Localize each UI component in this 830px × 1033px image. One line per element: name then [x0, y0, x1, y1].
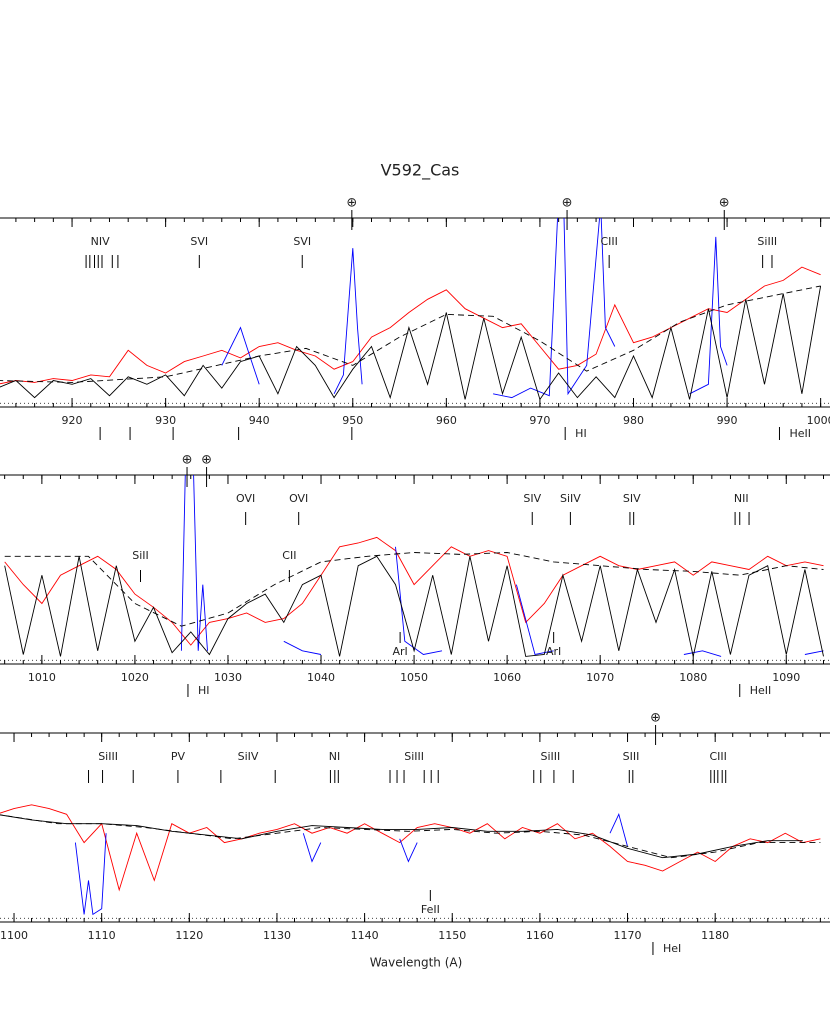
continuum-line — [4, 552, 824, 627]
spectrum-line — [0, 814, 803, 859]
line-id-label: HI — [198, 684, 210, 697]
line-id-label: NI — [329, 750, 340, 763]
spectra — [4, 475, 824, 657]
line-id-label: ArI — [546, 645, 561, 658]
spectrum-line — [221, 218, 728, 399]
x-tick-label: 960 — [436, 414, 457, 427]
x-tick-label: 1100 — [0, 929, 28, 942]
line-id-label: CII — [282, 549, 296, 562]
continuum-line — [0, 285, 821, 383]
x-tick-label: 930 — [155, 414, 176, 427]
line-id-label: SVI — [190, 235, 208, 248]
line-id-label: HeI — [663, 942, 681, 955]
line-id-label: OVI — [289, 492, 308, 505]
spectra — [0, 804, 821, 916]
x-tick-label: 1090 — [772, 671, 800, 684]
telluric-symbol: ⊕ — [201, 453, 212, 468]
line-id-label: FeII — [421, 903, 440, 916]
panel: 920 930 940 950 960 970 980 990 1000 ⊕ ⊕ ⊕ NIV SVI SVI… — [0, 196, 830, 440]
x-tick-label: 1020 — [121, 671, 149, 684]
x-tick-label: 1150 — [438, 929, 466, 942]
x-tick-label: 1000 — [807, 414, 830, 427]
x-tick-label: 1120 — [175, 929, 203, 942]
line-id-label: SiIII — [541, 750, 561, 763]
spectrum-line — [0, 804, 821, 892]
spectrum-line — [4, 555, 824, 657]
x-tick-label: 1130 — [263, 929, 291, 942]
x-tick-label: 940 — [249, 414, 270, 427]
x-tick-label: 1110 — [88, 929, 116, 942]
x-tick-label: 1070 — [586, 671, 614, 684]
line-id-label: HI — [575, 427, 587, 440]
x-tick-label: 1030 — [214, 671, 242, 684]
x-tick-label: 1080 — [679, 671, 707, 684]
chart-title: V592_Cas — [381, 161, 460, 181]
line-id-label: OVI — [236, 492, 255, 505]
line-id-label: CIII — [709, 750, 726, 763]
line-id-label: SIV — [623, 492, 641, 505]
x-tick-label: 1040 — [307, 671, 335, 684]
x-tick-label: 1180 — [701, 929, 729, 942]
line-id-label: SiIII — [404, 750, 424, 763]
telluric-symbol: ⊕ — [182, 453, 193, 468]
panel: 1100 1110 1120 1130 1140 1150 1160 1170 1180 ⊕ SiI… — [0, 711, 830, 955]
x-tick-label: 980 — [623, 414, 644, 427]
spectra — [0, 218, 822, 401]
x-tick-label: 1170 — [614, 929, 642, 942]
line-id-label: HeII — [750, 684, 772, 697]
spectrum-line — [180, 475, 824, 657]
line-id-label: CIII — [600, 235, 617, 248]
continuum-line — [0, 814, 821, 859]
x-tick-label: 1050 — [400, 671, 428, 684]
x-tick-label: 920 — [62, 414, 83, 427]
line-id-label: SiIII — [757, 235, 777, 248]
line-id-label: SiIII — [98, 750, 118, 763]
line-id-label: SiIV — [560, 492, 581, 505]
line-id-label: HeII — [789, 427, 811, 440]
x-tick-label: 1140 — [351, 929, 379, 942]
x-axis-label: Wavelength (A) — [370, 956, 463, 970]
telluric-symbol: ⊕ — [346, 196, 357, 211]
x-tick-label: 1010 — [28, 671, 56, 684]
line-id-label: SVI — [293, 235, 311, 248]
x-tick-label: 1160 — [526, 929, 554, 942]
line-id-label: SIV — [523, 492, 541, 505]
x-tick-label: 1060 — [493, 671, 521, 684]
line-id-label: SiII — [132, 549, 149, 562]
line-id-label: NII — [734, 492, 749, 505]
x-tick-label: 950 — [342, 414, 363, 427]
spectrum-line — [0, 285, 822, 401]
line-id-label: PV — [171, 750, 186, 763]
telluric-symbol: ⊕ — [650, 711, 661, 726]
panel: 1010 1020 1030 1040 1050 1060 1070 1080 1090 ⊕ ⊕ OV… — [0, 453, 830, 697]
line-id-label: SiIV — [238, 750, 259, 763]
line-id-label: NIV — [91, 235, 110, 248]
spectrum-line — [74, 812, 628, 916]
line-id-label: SIII — [623, 750, 640, 763]
spectrum-line — [0, 266, 821, 385]
line-id-label: ArI — [392, 645, 407, 658]
x-tick-label: 970 — [529, 414, 550, 427]
telluric-symbol: ⊕ — [719, 196, 730, 211]
telluric-symbol: ⊕ — [562, 196, 573, 211]
x-tick-label: 990 — [717, 414, 738, 427]
